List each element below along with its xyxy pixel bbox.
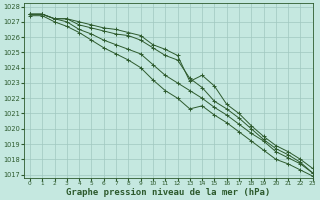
X-axis label: Graphe pression niveau de la mer (hPa): Graphe pression niveau de la mer (hPa) [66,188,270,197]
